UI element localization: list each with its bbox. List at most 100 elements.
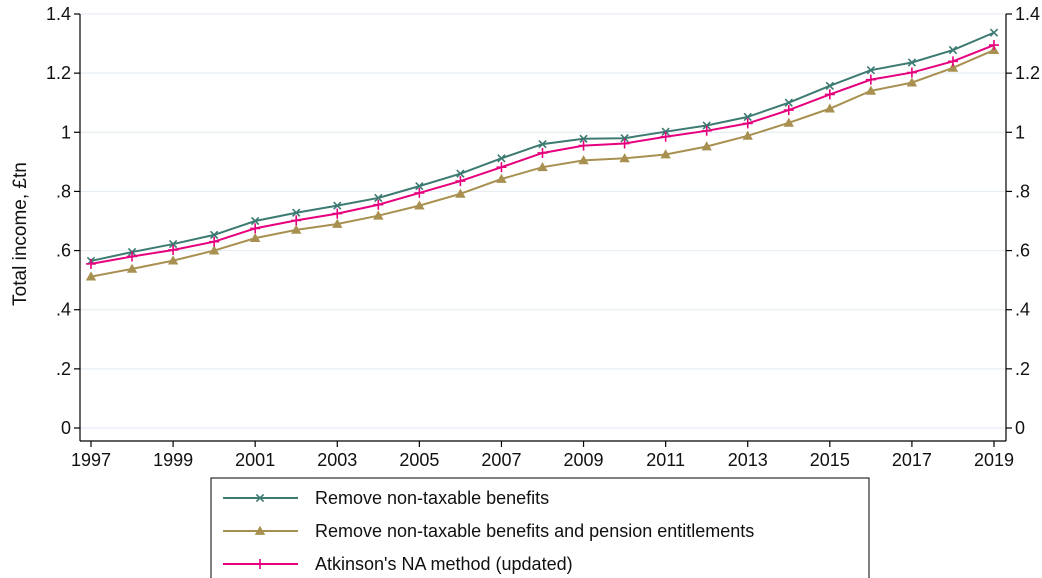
legend-box bbox=[210, 477, 870, 578]
x-marker bbox=[209, 230, 219, 240]
plus-marker bbox=[291, 215, 302, 226]
plus-marker bbox=[865, 74, 876, 85]
left-y-tick-label: .8 bbox=[56, 181, 71, 201]
legend-label: Remove non-taxable benefits and pension … bbox=[315, 521, 754, 541]
plus-marker bbox=[537, 147, 548, 158]
x-marker bbox=[497, 154, 506, 163]
triangle-marker bbox=[249, 232, 261, 243]
plus-marker bbox=[168, 244, 179, 255]
plus-marker bbox=[255, 559, 265, 569]
right-y-tick-label: 1.4 bbox=[1015, 4, 1040, 24]
legend: Remove non-taxable benefits Remove non-ta… bbox=[210, 477, 870, 578]
axes bbox=[79, 14, 1007, 442]
plus-marker bbox=[783, 105, 794, 116]
right-y-tick-label: .8 bbox=[1015, 181, 1030, 201]
triangle-marker bbox=[291, 224, 302, 234]
plus-marker bbox=[496, 162, 507, 173]
plus-marker bbox=[660, 131, 671, 142]
triangle-marker bbox=[947, 62, 959, 72]
plus-marker bbox=[578, 140, 589, 151]
gridlines bbox=[80, 13, 1006, 429]
x-marker bbox=[374, 193, 383, 203]
x-tick-label: 2019 bbox=[974, 450, 1014, 470]
x-marker bbox=[907, 58, 917, 67]
left-y-tick-label: 0 bbox=[61, 418, 71, 438]
x-marker bbox=[168, 239, 178, 249]
triangle-marker bbox=[742, 130, 753, 140]
x-tick-label: 1999 bbox=[153, 450, 193, 470]
triangle-marker bbox=[496, 173, 507, 183]
triangle-marker bbox=[414, 200, 425, 210]
left-y-tick-label: 1 bbox=[61, 122, 71, 142]
triangle-marker bbox=[126, 263, 138, 273]
x-tick-label: 2013 bbox=[728, 450, 768, 470]
plus-marker bbox=[947, 56, 958, 67]
right-y-tick-label: 0 bbox=[1015, 418, 1025, 438]
legend-item-2: Remove non-taxable benefits and pension … bbox=[223, 521, 754, 541]
x-tick-label: 2003 bbox=[317, 450, 357, 470]
left-y-ticks: 0 .2 .4 .6 .8 1 1.2 1.4 bbox=[46, 4, 80, 438]
plus-marker bbox=[209, 236, 220, 247]
legend-item-3: Atkinson's NA method (updated) bbox=[223, 554, 573, 574]
plus-marker bbox=[86, 258, 96, 269]
triangle-marker bbox=[865, 85, 877, 95]
plus-marker bbox=[373, 199, 384, 210]
series-1 bbox=[86, 28, 999, 266]
series-lines bbox=[85, 28, 1000, 281]
series-2 bbox=[85, 44, 1000, 281]
x-marker bbox=[456, 169, 465, 178]
plus-marker bbox=[250, 223, 261, 234]
triangle-marker bbox=[578, 155, 589, 165]
plus-marker bbox=[906, 67, 917, 78]
legend-item-1: Remove non-taxable benefits bbox=[223, 488, 549, 508]
plus-marker bbox=[619, 138, 630, 149]
x-marker bbox=[538, 139, 547, 149]
x-marker bbox=[702, 121, 711, 130]
plus-marker bbox=[742, 118, 753, 129]
legend-label: Remove non-taxable benefits bbox=[315, 488, 549, 508]
triangle-marker bbox=[373, 210, 384, 220]
triangle-marker bbox=[783, 117, 794, 127]
right-y-tick-label: 1.2 bbox=[1015, 63, 1040, 83]
left-y-tick-label: 1.4 bbox=[46, 4, 71, 24]
left-y-tick-label: .6 bbox=[56, 241, 71, 261]
x-tick-label: 2017 bbox=[892, 450, 932, 470]
x-marker bbox=[866, 66, 876, 75]
y-axis-title: Total income, £tn bbox=[10, 162, 31, 306]
triangle-marker bbox=[906, 77, 918, 87]
x-tick-label: 1997 bbox=[71, 450, 111, 470]
triangle-marker bbox=[701, 141, 712, 151]
right-y-tick-label: 1 bbox=[1015, 122, 1025, 142]
x-marker bbox=[989, 28, 999, 37]
triangle-marker bbox=[619, 153, 630, 163]
plus-marker bbox=[455, 176, 466, 187]
x-marker bbox=[743, 112, 752, 122]
x-tick-label: 2001 bbox=[235, 450, 275, 470]
plus-marker bbox=[332, 208, 343, 219]
plus-marker bbox=[701, 125, 712, 136]
x-marker bbox=[825, 81, 834, 91]
triangle-marker bbox=[537, 161, 548, 172]
x-ticks: 1997 1999 2001 2003 2005 2007 2009 2011 2013 2015… bbox=[71, 441, 1014, 470]
triangle-marker bbox=[660, 149, 671, 159]
x-tick-label: 2009 bbox=[564, 450, 604, 470]
right-y-tick-label: .2 bbox=[1015, 359, 1030, 379]
plus-marker bbox=[127, 251, 138, 262]
x-marker bbox=[579, 134, 588, 143]
x-marker bbox=[620, 134, 629, 143]
x-marker bbox=[292, 208, 301, 217]
left-y-tick-label: .2 bbox=[56, 359, 71, 379]
plus-marker bbox=[989, 40, 999, 51]
triangle-marker bbox=[167, 255, 179, 265]
triangle-marker bbox=[824, 103, 836, 113]
triangle-marker bbox=[254, 525, 266, 535]
plus-marker bbox=[824, 89, 835, 100]
x-tick-label: 2005 bbox=[399, 450, 439, 470]
series-3 bbox=[86, 40, 999, 269]
left-y-tick-label: .4 bbox=[56, 300, 71, 320]
x-marker bbox=[255, 493, 265, 503]
x-marker bbox=[251, 216, 260, 226]
series-line bbox=[90, 31, 995, 262]
triangle-marker bbox=[455, 188, 466, 198]
